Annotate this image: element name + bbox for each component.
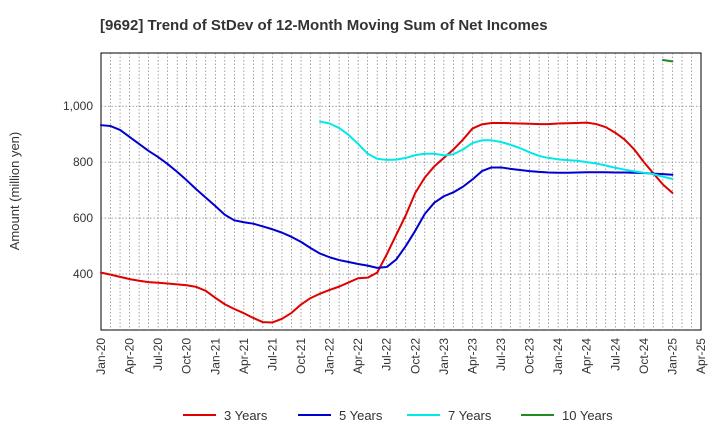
x-tick-label: Jan-23 bbox=[437, 338, 451, 375]
x-tick-label: Apr-25 bbox=[694, 338, 708, 374]
x-tick-label: Oct-23 bbox=[523, 338, 537, 374]
x-tick-label: Jul-22 bbox=[380, 338, 394, 371]
legend: 3 Years 5 Years 7 Years 10 Years bbox=[183, 408, 613, 423]
x-tick-label: Apr-21 bbox=[237, 338, 251, 374]
y-axis-ticks: 400 600 800 1,000 bbox=[63, 99, 93, 281]
legend-label: 10 Years bbox=[562, 408, 613, 423]
x-tick-label: Jan-22 bbox=[323, 338, 337, 375]
series-lines bbox=[100, 58, 674, 324]
x-tick-label: Apr-20 bbox=[123, 338, 137, 374]
x-tick-label: Apr-24 bbox=[580, 338, 594, 374]
plot-area bbox=[100, 52, 702, 331]
x-tick-label: Jan-21 bbox=[208, 338, 222, 375]
x-tick-label: Oct-24 bbox=[637, 338, 651, 374]
x-tick-label: Oct-22 bbox=[408, 338, 422, 374]
x-tick-label: Jul-20 bbox=[151, 338, 165, 371]
series-line-5-years bbox=[100, 124, 674, 269]
legend-label: 7 Years bbox=[448, 408, 492, 423]
series-line-10-years bbox=[661, 58, 674, 63]
x-tick-label: Apr-23 bbox=[465, 338, 479, 374]
x-tick-label: Jan-20 bbox=[94, 338, 108, 375]
chart-title: [9692] Trend of StDev of 12-Month Moving… bbox=[100, 17, 548, 34]
y-tick-label: 600 bbox=[73, 211, 93, 225]
series-line-3-years bbox=[100, 121, 674, 324]
legend-label: 3 Years bbox=[224, 408, 268, 423]
x-tick-label: Jul-24 bbox=[608, 338, 622, 371]
x-axis-ticks: Jan-20 Apr-20 Jul-20 Oct-20 Jan-21 Apr-21 Jul-… bbox=[94, 338, 708, 375]
x-tick-label: Jul-23 bbox=[494, 338, 508, 371]
y-tick-label: 1,000 bbox=[63, 99, 93, 113]
y-tick-label: 400 bbox=[73, 267, 93, 281]
series-line-7-years bbox=[319, 120, 674, 180]
y-tick-label: 800 bbox=[73, 155, 93, 169]
x-tick-label: Apr-22 bbox=[351, 338, 365, 374]
x-tick-label: Oct-21 bbox=[294, 338, 308, 374]
x-tick-label: Jul-21 bbox=[265, 338, 279, 371]
legend-label: 5 Years bbox=[339, 408, 383, 423]
x-tick-label: Jan-25 bbox=[665, 338, 679, 375]
grid-lines bbox=[101, 53, 701, 330]
y-axis-label: Amount (million yen) bbox=[7, 132, 22, 251]
x-tick-label: Jan-24 bbox=[551, 338, 565, 375]
x-tick-label: Oct-20 bbox=[180, 338, 194, 374]
